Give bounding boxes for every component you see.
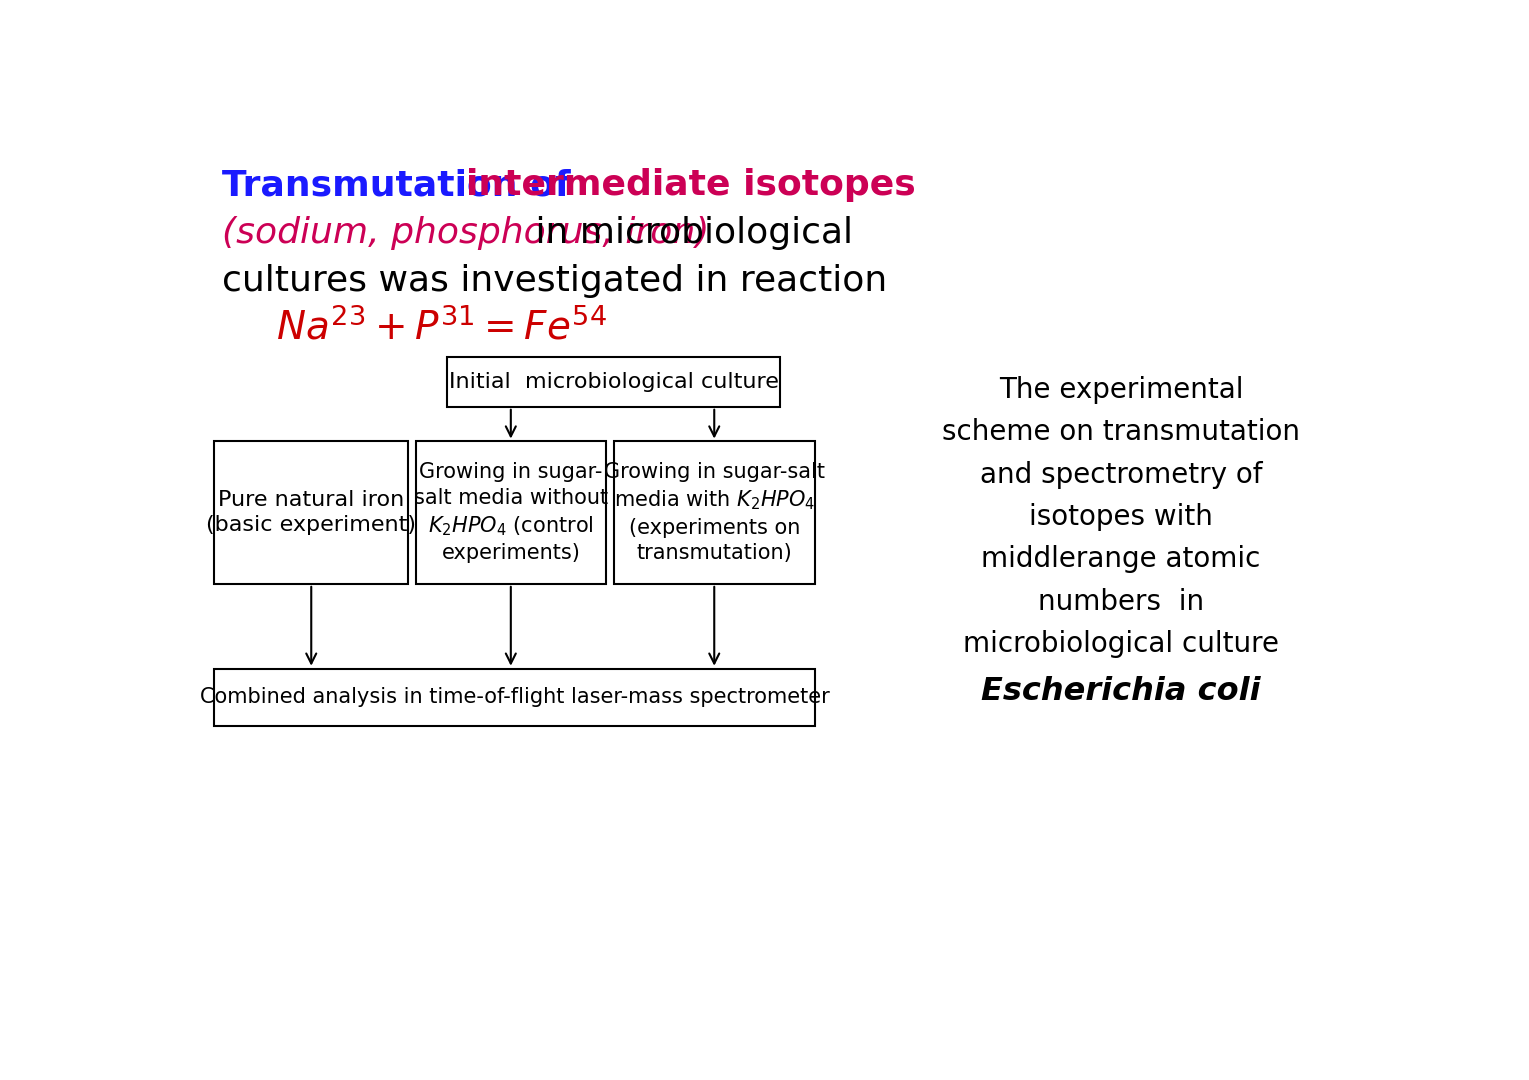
Text: middlerange atomic: middlerange atomic	[982, 545, 1261, 573]
Bar	[416, 442, 605, 584]
Text: (sodium, phosphorus, iron): (sodium, phosphorus, iron)	[222, 216, 709, 249]
Text: Combined analysis in time-of-flight laser-mass spectrometer: Combined analysis in time-of-flight lase…	[200, 688, 830, 707]
Text: cultures was investigated in reaction: cultures was investigated in reaction	[222, 264, 887, 298]
Bar	[214, 669, 815, 727]
Text: and spectrometry of: and spectrometry of	[980, 461, 1263, 488]
Text: scheme on transmutation: scheme on transmutation	[942, 418, 1300, 446]
Text: The experimental: The experimental	[998, 376, 1243, 404]
Text: Pure natural iron
(basic experiment): Pure natural iron (basic experiment)	[206, 490, 416, 536]
Text: Growing in sugar-salt
media with $K_2HPO_4$
(experiments on
transmutation): Growing in sugar-salt media with $K_2HPO…	[604, 462, 824, 564]
Bar	[214, 442, 408, 584]
Text: numbers  in: numbers in	[1038, 588, 1205, 616]
Text: intermediate isotopes: intermediate isotopes	[466, 168, 916, 202]
Text: $\mathit{Na}^{23} + \mathit{P}^{31} = \mathit{Fe}^{54}$: $\mathit{Na}^{23} + \mathit{P}^{31} = \m…	[277, 308, 607, 348]
Text: Initial  microbiological culture: Initial microbiological culture	[448, 372, 778, 392]
Bar	[613, 442, 815, 584]
Text: Escherichia coli: Escherichia coli	[982, 676, 1261, 707]
Text: microbiological culture: microbiological culture	[963, 630, 1280, 658]
Bar	[446, 356, 780, 407]
Text: Transmutation of: Transmutation of	[222, 168, 584, 202]
Text: Growing in sugar-
salt media without
$K_2HPO_4$ (control
experiments): Growing in sugar- salt media without $K_…	[414, 462, 609, 564]
Text: in microbiological: in microbiological	[524, 216, 853, 249]
Text: isotopes with: isotopes with	[1029, 503, 1212, 531]
